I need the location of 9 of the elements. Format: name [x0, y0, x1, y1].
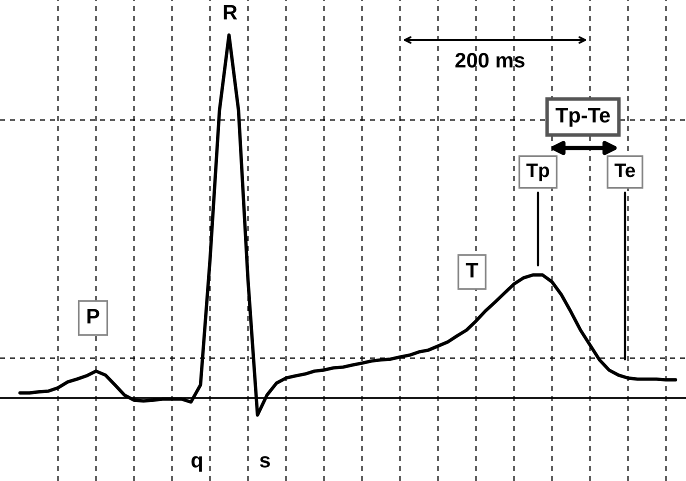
annotation: Tp [526, 164, 550, 182]
text: R [224, 5, 238, 20]
annotation: 200 ms [455, 52, 524, 68]
annotation: P [87, 309, 100, 324]
annotation: Te [614, 164, 635, 178]
text: q [191, 456, 202, 472]
text: s [260, 456, 270, 468]
annotation: Tp-Te [556, 108, 610, 127]
annotation: T [466, 263, 478, 278]
